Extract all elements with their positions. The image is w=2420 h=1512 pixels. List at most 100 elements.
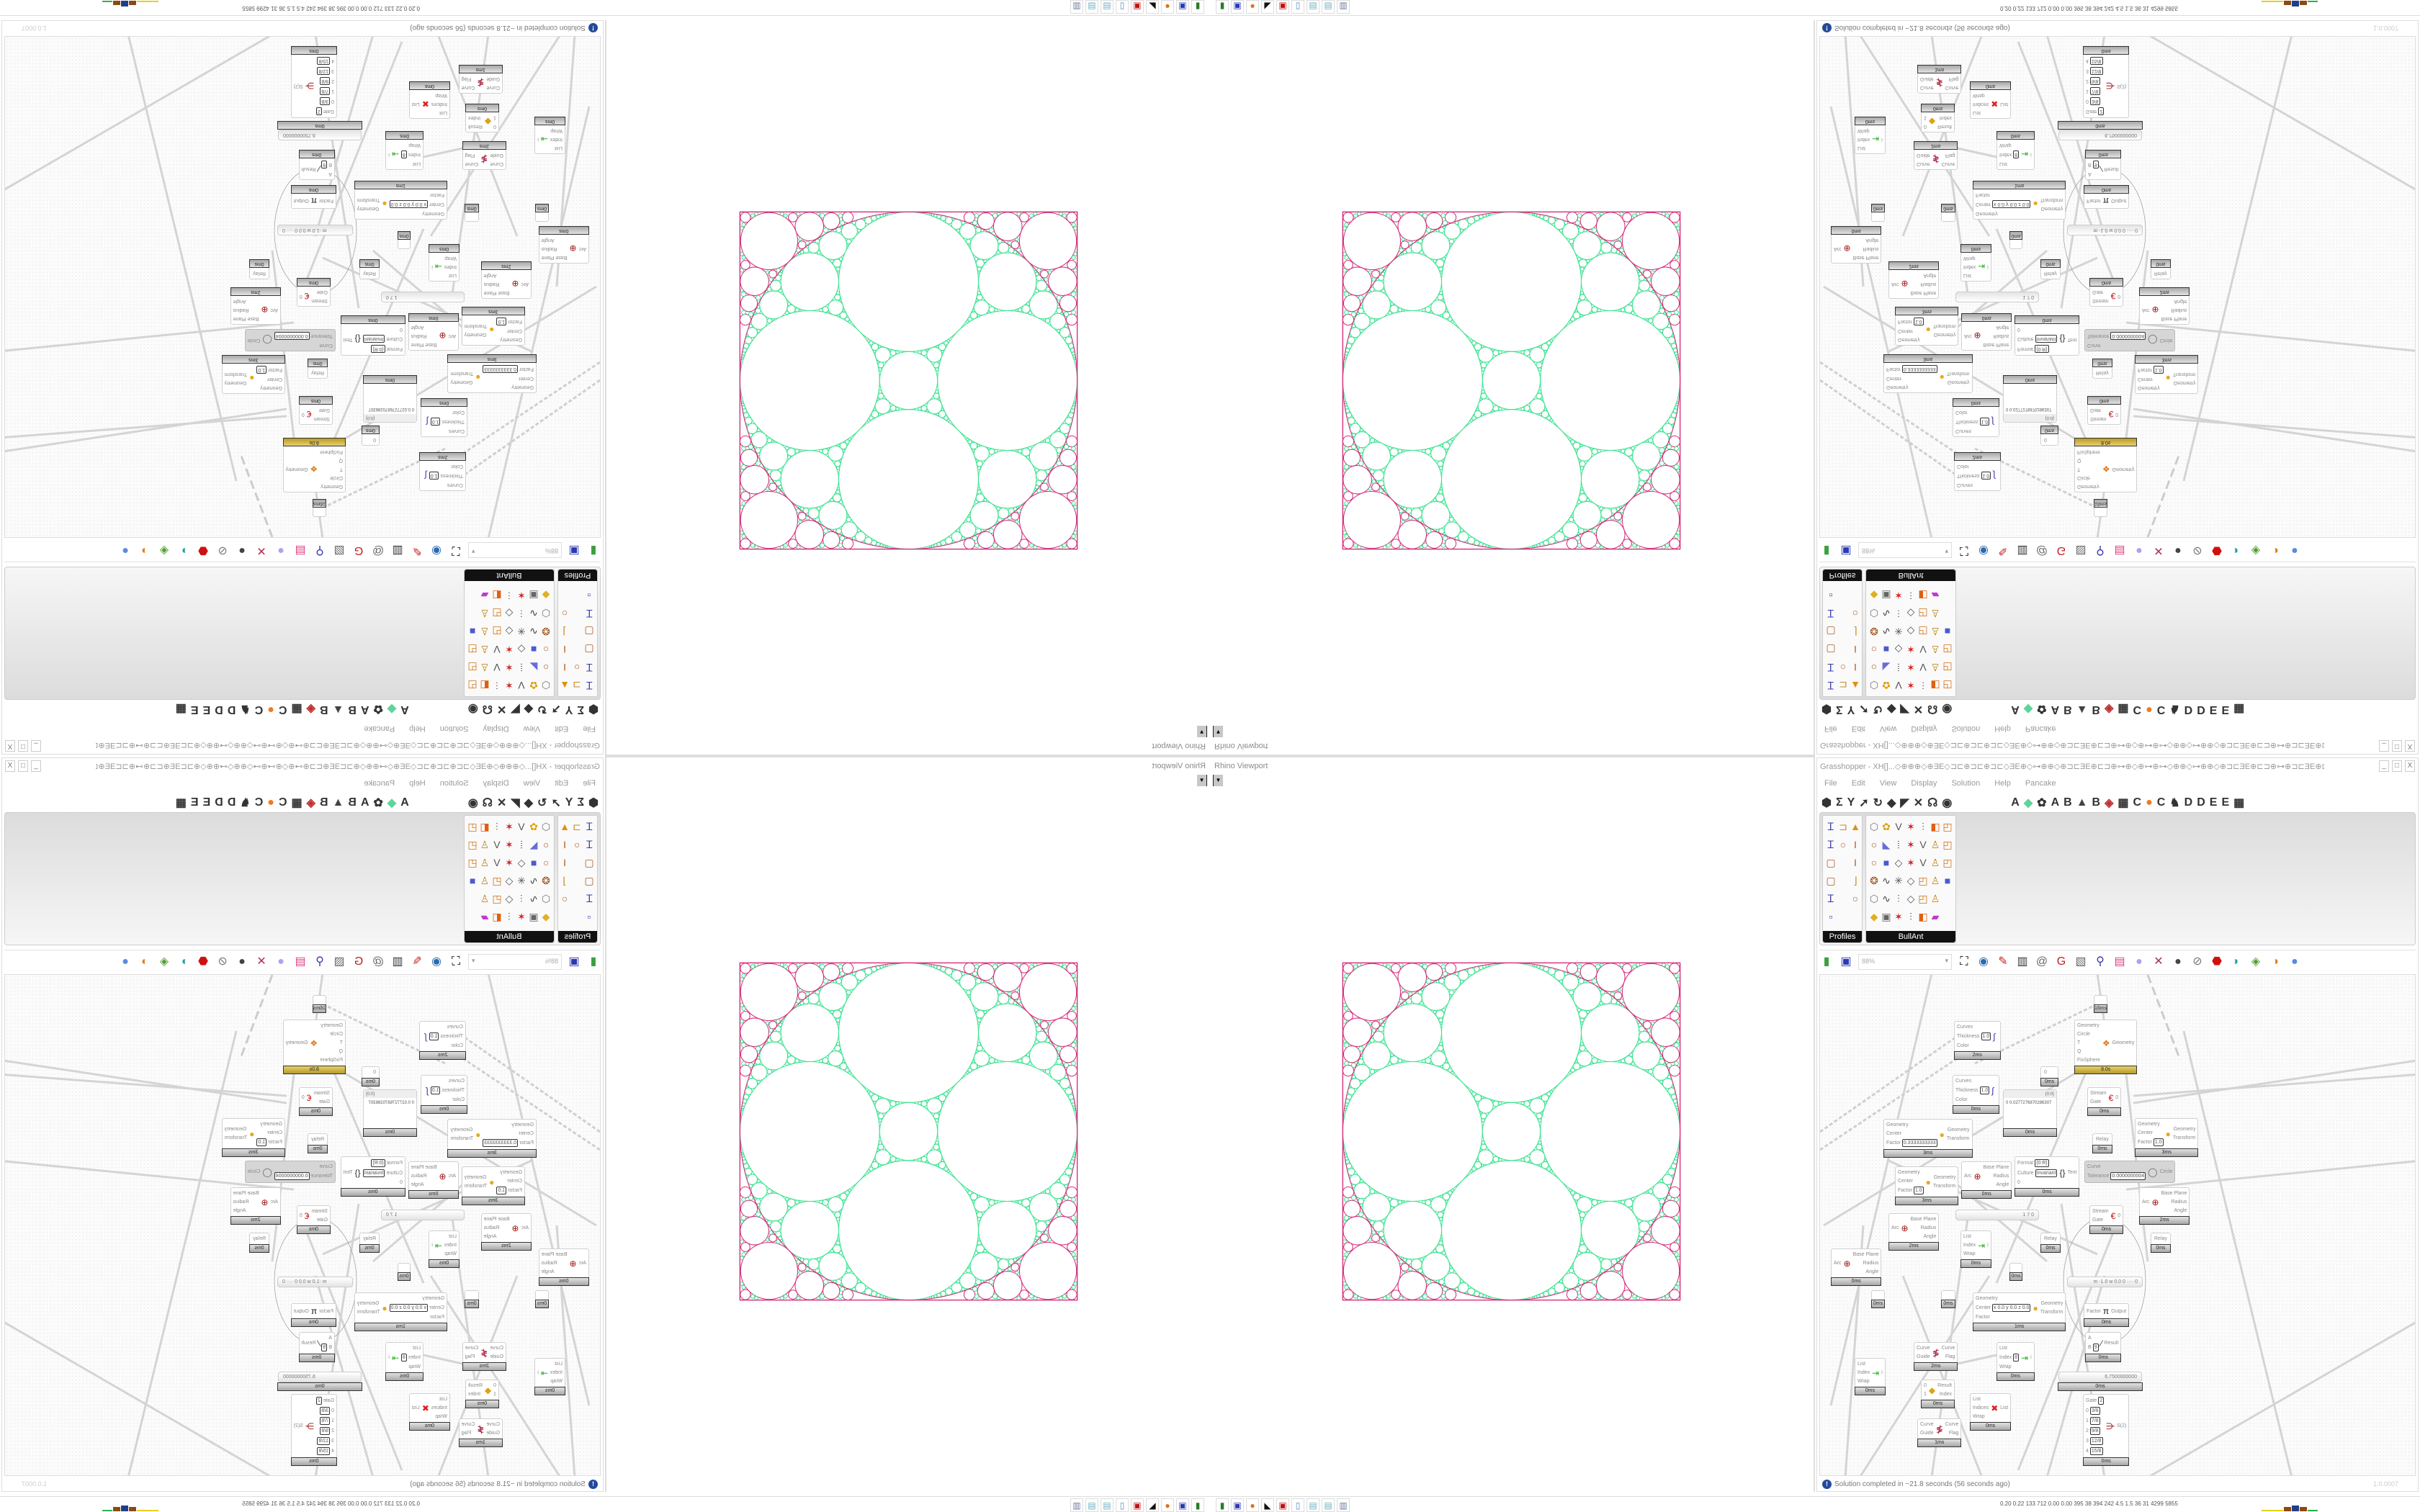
input-value[interactable]: 12/8 (2089, 67, 2103, 75)
input-value[interactable]: 9 (2092, 161, 2099, 168)
mail-icon[interactable]: @ (2035, 544, 2048, 557)
lock-icon[interactable]: ♙ (480, 662, 490, 673)
output-param[interactable]: Transform (450, 1135, 473, 1142)
notepad-icon[interactable]: ▤ (1101, 1498, 1113, 1512)
star-icon[interactable]: ✶ (505, 680, 514, 691)
tab-tool-icon[interactable]: Σ (577, 796, 585, 809)
tab-tool-icon[interactable]: ♞ (240, 703, 251, 715)
input-param[interactable]: CultureInvariant (362, 335, 403, 343)
c-channel-icon[interactable]: ⊐ (573, 680, 581, 691)
tab-tool-icon[interactable]: D (2197, 796, 2205, 809)
v-truss-icon[interactable]: V (493, 644, 501, 655)
input-param[interactable]: Arc (1834, 1260, 1842, 1266)
rect-icon[interactable]: ▢ (584, 626, 594, 637)
menu-file[interactable]: File (1824, 724, 1837, 733)
component-node[interactable]: 0 1 ◆ Result Index 0ms (1921, 1380, 1955, 1408)
output-param[interactable]: Base Plane (411, 341, 437, 348)
close-button[interactable]: X (5, 760, 15, 772)
input-value[interactable]: 1.0 (1979, 1086, 1990, 1094)
input-param[interactable]: Indices (431, 1405, 447, 1411)
lock-icon[interactable]: ♙ (1930, 662, 1940, 673)
bulb-icon[interactable]: ● (2136, 955, 2143, 968)
menu-display[interactable]: Display (1911, 779, 1937, 788)
input-param[interactable]: Factor1.0 (496, 1187, 522, 1194)
poly-icon[interactable]: ◇ (505, 875, 514, 886)
tab-tool-icon[interactable]: ⬢ (1821, 797, 1832, 809)
floppy-64-icon[interactable]: ▣ (1231, 0, 1244, 14)
v-truss-icon[interactable]: V (1919, 644, 1927, 655)
lock-icon[interactable]: ♙ (480, 875, 490, 886)
input-param[interactable]: Index (444, 1242, 457, 1248)
output-param[interactable]: Output (294, 198, 309, 204)
tab-tool-icon[interactable]: A (2051, 703, 2060, 716)
input-param[interactable]: Geometry (1976, 1295, 2030, 1302)
output-param[interactable]: Transform (225, 1135, 248, 1141)
frame-icon[interactable]: ◰ (1918, 893, 1928, 904)
image-icon[interactable]: ▧ (2075, 955, 2087, 968)
firefox-icon[interactable]: ● (1161, 0, 1174, 14)
output-param[interactable]: Base Plane (1984, 1164, 2009, 1171)
tab-tool-icon[interactable]: B (348, 703, 357, 716)
input-param[interactable]: Factor1.0 (496, 318, 522, 325)
frame-icon[interactable]: ◰ (467, 680, 478, 691)
output-param[interactable]: Base Plane (1911, 289, 1937, 296)
frame-icon[interactable]: ◰ (492, 875, 502, 886)
input-param[interactable]: Factor (390, 1314, 444, 1320)
input-param[interactable]: Geometry (2077, 1022, 2100, 1029)
sketch-icon[interactable]: ✎ (412, 955, 422, 968)
output-param[interactable]: Radius (484, 281, 510, 287)
tab-tool-icon[interactable]: ▲ (332, 796, 344, 809)
output-param[interactable]: Geometry (1933, 331, 1956, 338)
input-value[interactable]: 0.3333333333 (483, 1139, 519, 1147)
component-node[interactable]: Arc ⊕ Base Plane Radius Angle 0ms (1831, 226, 1882, 264)
param-node[interactable]: 0 0ms (362, 426, 380, 446)
input-value[interactable]: 3/8 (2089, 1407, 2100, 1415)
zoom-extents-icon[interactable]: ⛶ (452, 955, 460, 968)
input-param[interactable]: Wrap (1963, 1251, 1976, 1257)
poly-icon[interactable]: ◇ (505, 626, 514, 637)
ring-icon[interactable]: ○ (1852, 893, 1859, 904)
package-icon[interactable]: ▤ (2114, 955, 2125, 968)
tab-tool-icon[interactable]: D (227, 796, 236, 809)
scroll-app-icon[interactable]: ▥ (1070, 0, 1083, 14)
input-param[interactable]: Thickness1.0 (430, 1086, 465, 1094)
tab-tool-icon[interactable]: B (2063, 796, 2072, 809)
close-button[interactable]: X (2405, 760, 2415, 772)
preview-icon[interactable]: ◉ (431, 955, 442, 968)
cube-icon[interactable]: ■ (1883, 644, 1890, 655)
close-button[interactable]: X (2405, 740, 2415, 752)
input-param[interactable]: Gate (2090, 1099, 2107, 1105)
new-document-icon[interactable]: ▮ (590, 955, 597, 968)
divide-icon[interactable]: ⫶ (1922, 680, 1924, 691)
zoom-extents-icon[interactable]: ⛶ (1960, 955, 1968, 968)
input-param[interactable]: Gate (313, 1099, 330, 1105)
maximize-button[interactable]: □ (18, 760, 28, 772)
package-icon[interactable]: ▤ (2114, 544, 2125, 557)
output-param[interactable]: S(2) (2117, 1423, 2126, 1429)
param-node[interactable]: 0ms (1871, 1290, 1885, 1308)
star-icon[interactable]: ✶ (1906, 857, 1915, 868)
number-slider[interactable]: 1 7 0 (1955, 292, 2039, 302)
input-param[interactable]: Factor (319, 1308, 333, 1315)
output-param[interactable]: S(2) (294, 83, 303, 89)
input-param[interactable]: List (401, 1345, 421, 1351)
input-param[interactable]: Indices (431, 101, 447, 107)
tab-tool-icon[interactable]: ◤ (511, 797, 520, 809)
output-param[interactable]: Geometry (1933, 1174, 1956, 1181)
ring-icon[interactable]: ○ (1870, 857, 1878, 868)
tab-tool-icon[interactable]: ◉ (1942, 797, 1953, 809)
input-param[interactable]: 29/8 (316, 77, 334, 85)
input-param[interactable]: Wrap (1973, 92, 1989, 99)
zoom-input[interactable]: 88% (468, 953, 562, 970)
divide-icon[interactable]: ⫶ (508, 590, 511, 601)
tab-tool-icon[interactable]: ✕ (496, 703, 507, 715)
input-value[interactable]: 15/8 (2089, 57, 2103, 65)
ibeam-profile-icon[interactable]: Ꮖ (1827, 839, 1834, 850)
input-value[interactable]: 2 (315, 1397, 322, 1405)
gha-export-icon[interactable]: G (2056, 544, 2066, 557)
param-node[interactable]: Relay 0ms (2040, 259, 2061, 279)
param-node[interactable]: 0ms (2009, 1263, 2022, 1281)
